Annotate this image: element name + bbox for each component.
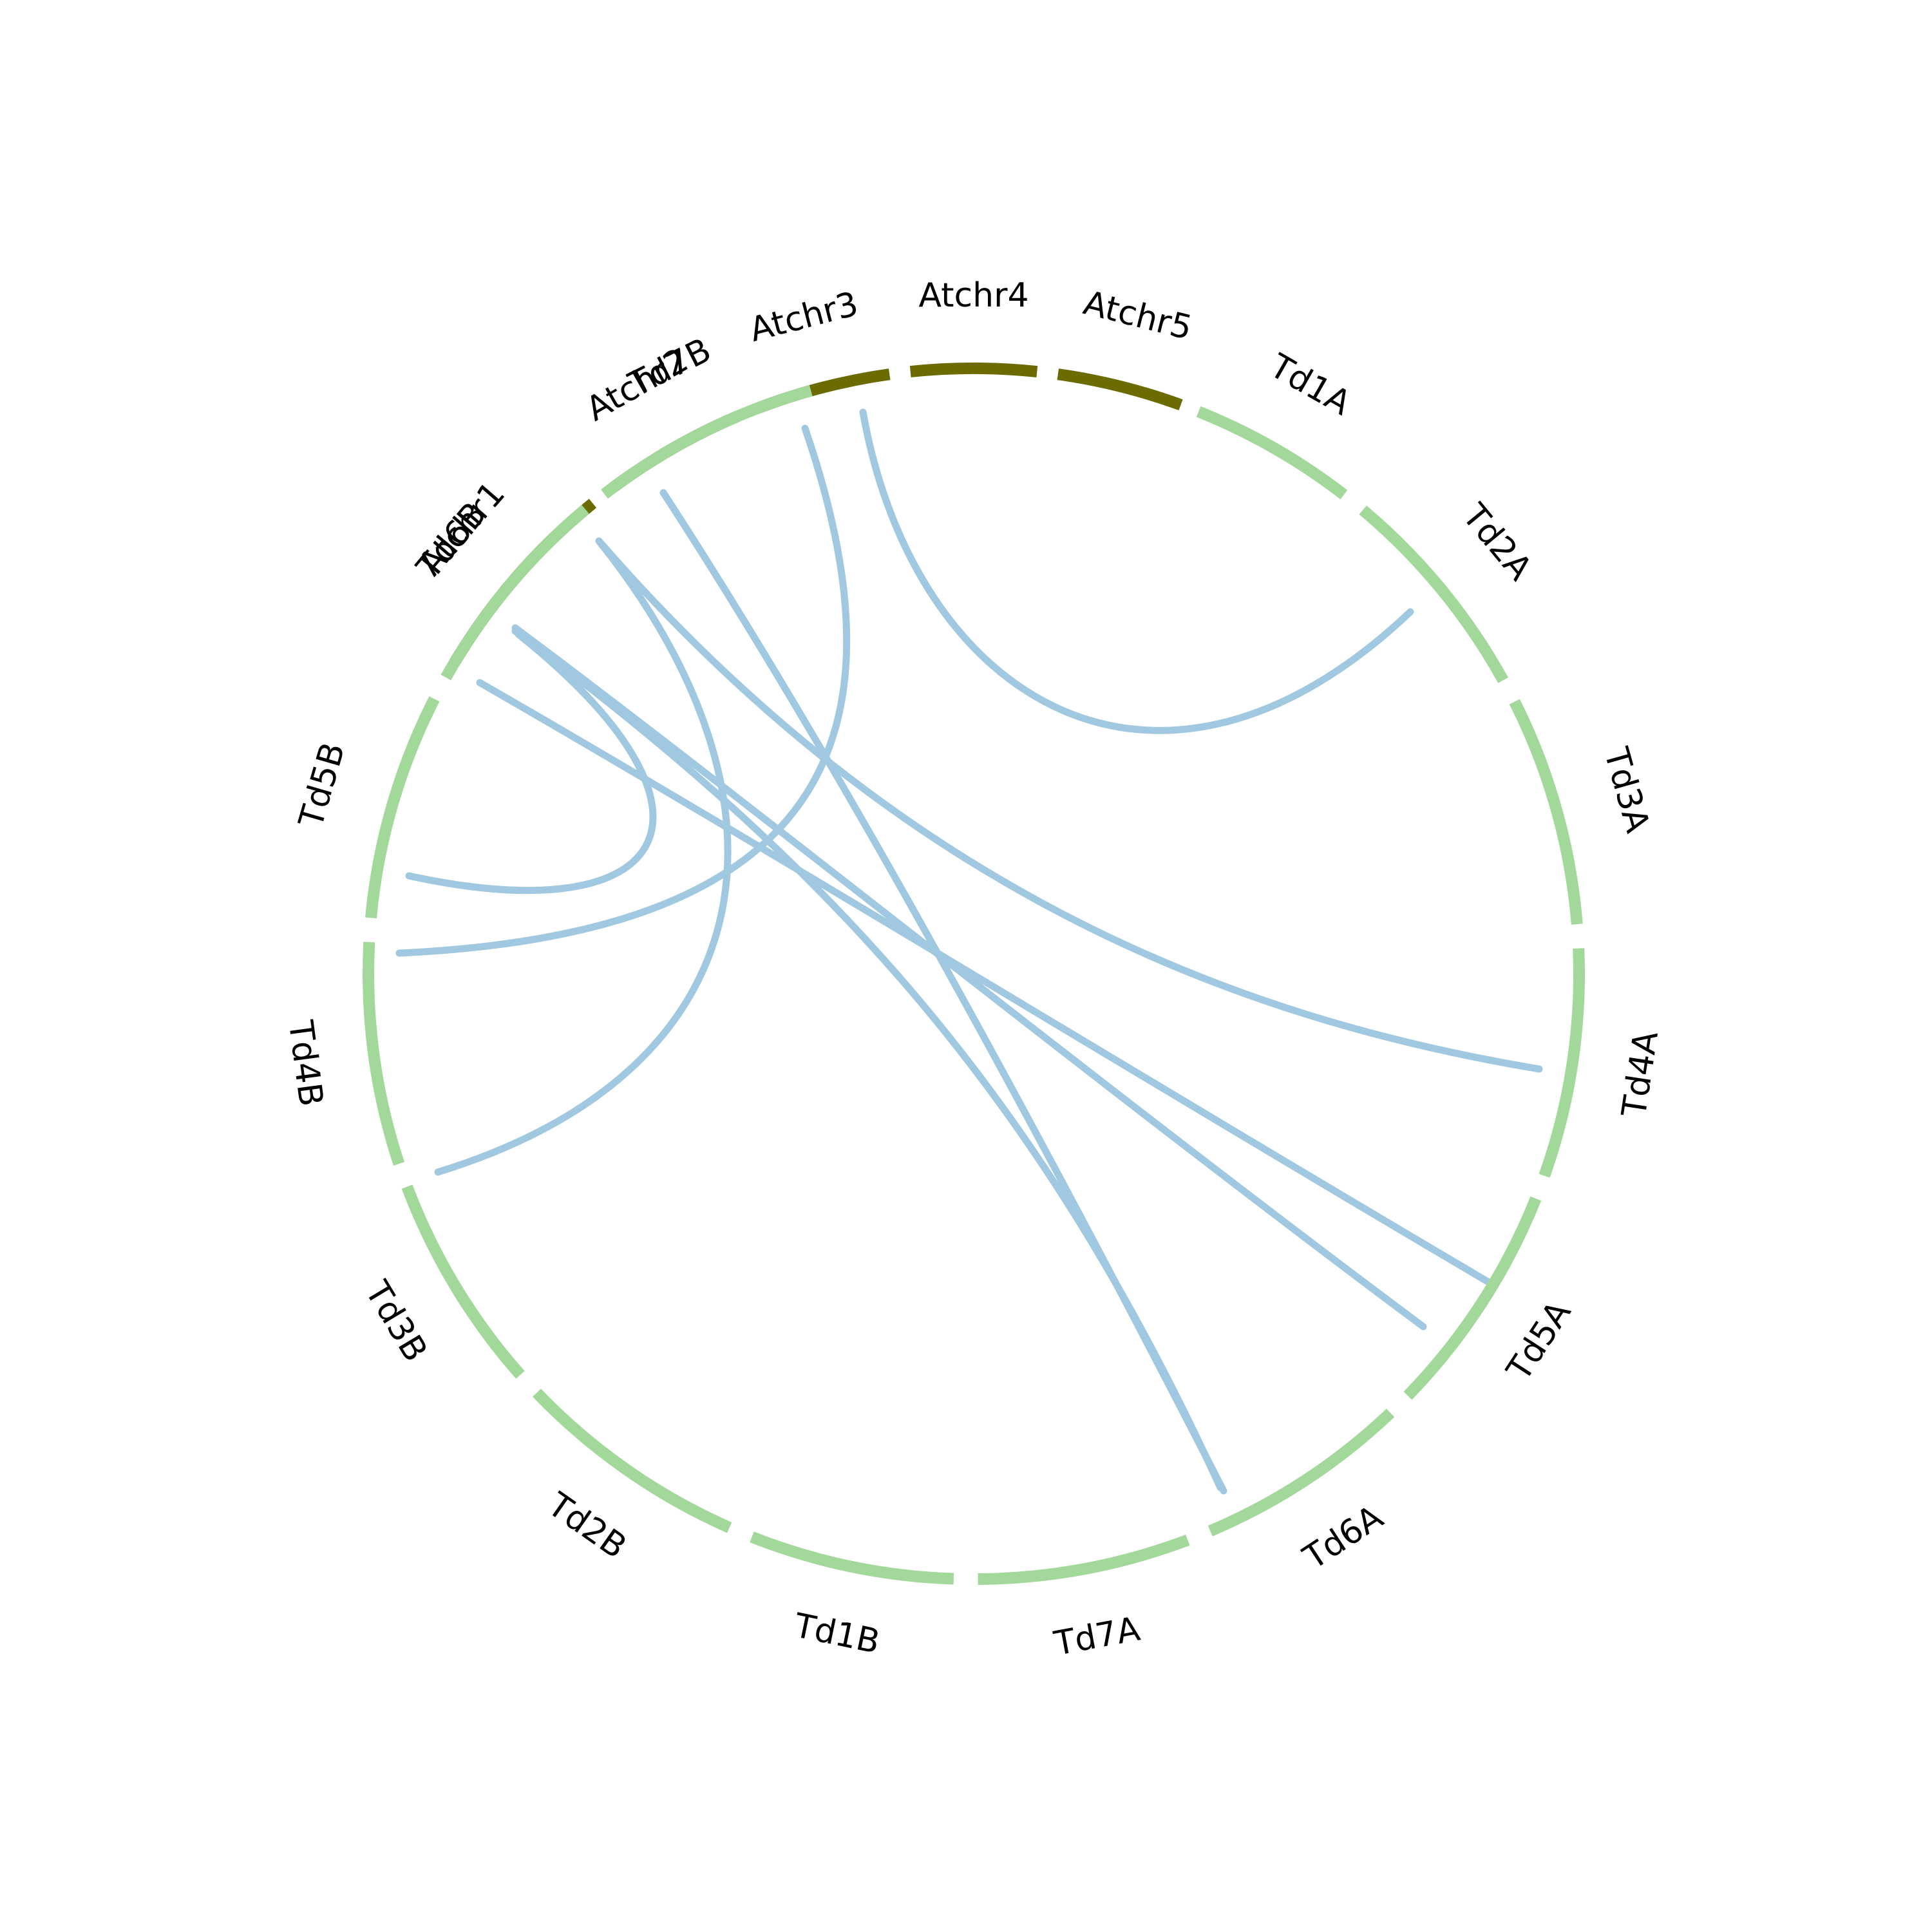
segment-td4a <box>1539 948 1585 1178</box>
label-td3a: Td3A <box>1596 743 1656 837</box>
segment-td3b <box>401 1184 525 1379</box>
segment-td6b <box>440 504 589 681</box>
label-td2a: Td2A <box>1454 497 1539 588</box>
label-td7b: Td7B <box>623 331 717 404</box>
segment-td5b <box>365 696 440 919</box>
segment-td3a <box>1509 699 1583 925</box>
label-td1b: Td1B <box>790 1606 883 1662</box>
label-td7a: Td7A <box>1051 1610 1144 1664</box>
segment-td1a <box>1196 406 1348 500</box>
link-atchr5-td3a <box>859 408 1414 734</box>
link-atchr1-td1b <box>511 627 1224 1492</box>
link-atchr1-td7a <box>511 624 1427 1331</box>
label-td2b: Td2B <box>540 1485 634 1566</box>
link-atchr2-td5a <box>595 537 1543 1073</box>
label-td3b: Td3B <box>357 1274 435 1368</box>
label-td4b: Td4B <box>281 1018 330 1108</box>
segment-td2b <box>533 1388 732 1533</box>
segment-td6a <box>1208 1408 1395 1537</box>
link-atchr1-td6a <box>476 679 1492 1285</box>
label-atchr4: Atchr4 <box>918 276 1028 315</box>
label-td5a: Td5A <box>1499 1294 1579 1388</box>
segment-td4b <box>363 942 405 1166</box>
links-layer <box>395 408 1543 1495</box>
segments-layer <box>363 362 1585 1585</box>
label-td1a: Td1A <box>1263 346 1358 423</box>
segment-td5a <box>1403 1196 1542 1400</box>
segment-atchr5 <box>1057 368 1183 411</box>
label-td6a: Td6A <box>1296 1498 1390 1578</box>
segment-td7b <box>601 384 813 499</box>
segment-td2a <box>1359 506 1508 683</box>
link-atchr2-td5b <box>434 537 732 1176</box>
segment-td1b <box>750 1531 954 1585</box>
segment-td7a <box>978 1534 1190 1585</box>
label-atchr3: Atchr3 <box>746 285 862 350</box>
label-atchr5: Atchr5 <box>1079 283 1195 348</box>
segment-atchr4 <box>909 362 1038 378</box>
label-td4a: Td4A <box>1615 1028 1666 1120</box>
label-td5b: Td5B <box>292 739 353 833</box>
link-atchr1-td7b <box>405 630 657 894</box>
link-atchr4-td6b <box>395 424 851 957</box>
link-atchr3-td1b <box>659 489 1227 1495</box>
